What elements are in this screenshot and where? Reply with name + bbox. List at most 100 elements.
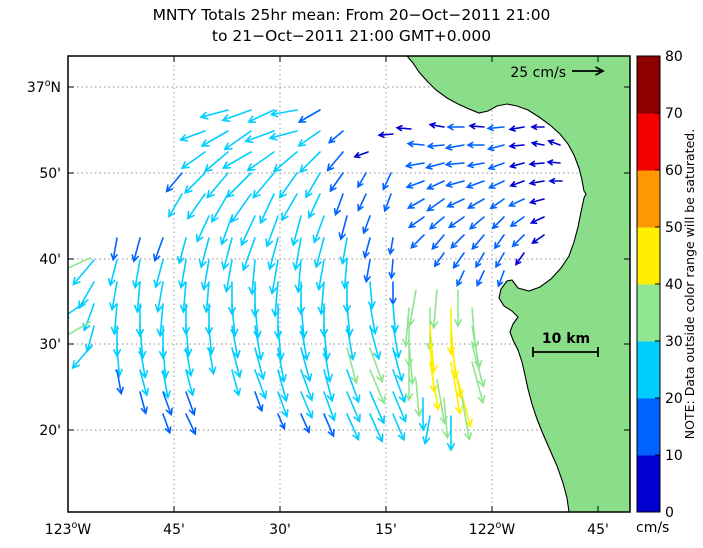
current-vector (446, 415, 456, 452)
colorbar-tick-label: 70 (665, 106, 683, 122)
colorbar-segment (637, 56, 660, 114)
current-vector (353, 151, 369, 159)
colorbar-segment (637, 341, 660, 399)
plot-border (67, 55, 631, 513)
current-vector (277, 391, 289, 419)
current-vector (392, 413, 406, 442)
current-vector (241, 237, 256, 272)
current-vector (323, 391, 337, 422)
current-vector (177, 237, 187, 265)
current-vector (269, 109, 298, 118)
current-vector (431, 234, 445, 251)
current-vector (139, 347, 149, 380)
tick-label: 40' (39, 252, 61, 268)
colorbar-tick-label: 10 (665, 448, 683, 464)
current-vector (468, 123, 485, 130)
current-vector (200, 259, 210, 292)
current-vector (165, 172, 183, 193)
current-vector (131, 237, 141, 263)
colorbar-segment (637, 455, 660, 513)
tick-label: 15' (375, 522, 397, 538)
current-vector (407, 343, 417, 386)
current-vector (382, 172, 392, 191)
current-vector (139, 391, 148, 415)
current-vector (300, 413, 311, 434)
current-vector (471, 361, 486, 405)
current-vector (269, 259, 279, 296)
colorbar-note: NOTE: Data outside color range will be s… (682, 129, 697, 439)
current-vector (410, 234, 425, 249)
current-vector (466, 141, 485, 149)
current-vector (530, 140, 545, 147)
current-vector (223, 130, 252, 151)
current-vector (338, 215, 348, 241)
current-vector (404, 361, 414, 402)
current-vector (231, 347, 243, 379)
current-vector (132, 259, 141, 290)
current-vector (487, 180, 505, 189)
current-vector (357, 193, 367, 212)
current-vector (185, 391, 196, 417)
colorbar-tick-label: 50 (665, 220, 683, 236)
current-vector (323, 369, 335, 403)
current-vector (444, 143, 465, 151)
current-vector (357, 172, 367, 189)
reference-arrow: 25 cm/s (510, 65, 605, 81)
current-vector (369, 369, 386, 405)
colorbar-segment (637, 398, 660, 456)
current-vector (346, 325, 356, 362)
current-vector (265, 215, 279, 248)
current-vector (487, 162, 505, 171)
colorbar-units-label: cm/s (636, 520, 669, 536)
current-vector (461, 397, 473, 442)
colorbar-tick-label: 0 (665, 505, 674, 521)
current-vector (203, 151, 229, 173)
current-vector (426, 180, 445, 190)
current-vector (240, 215, 256, 247)
current-vector (110, 237, 118, 262)
current-vector (307, 193, 321, 220)
current-vector (369, 303, 379, 336)
current-vector (346, 391, 361, 424)
current-vector (221, 237, 233, 271)
current-vector (531, 234, 545, 244)
current-vector (446, 198, 465, 208)
current-vector (254, 369, 268, 400)
current-vector (299, 303, 308, 340)
current-vector (444, 160, 465, 168)
current-vector (312, 215, 325, 244)
current-vector (246, 151, 275, 172)
current-vector (489, 198, 505, 210)
current-vector (108, 259, 118, 287)
tick-label: 45' (163, 522, 185, 538)
current-vector (369, 325, 382, 361)
current-vector (225, 172, 252, 199)
tick-label: 20' (39, 423, 61, 439)
title-line-1: MNTY Totals 25hr mean: From 20−Oct−2011 … (152, 6, 551, 24)
current-vector (259, 193, 275, 225)
current-vector (153, 237, 164, 263)
current-vector (219, 215, 233, 246)
current-vector (278, 172, 298, 199)
current-vector (430, 289, 439, 330)
current-vector (508, 162, 525, 169)
current-vector (254, 347, 266, 381)
current-vector (476, 270, 485, 288)
current-vector (168, 193, 183, 218)
current-vector (486, 124, 505, 132)
current-vector (405, 180, 425, 189)
current-vector (362, 237, 371, 259)
current-vector (185, 413, 197, 436)
current-vector (223, 259, 233, 294)
tick-label: 37oN (27, 78, 61, 96)
current-vector (466, 198, 485, 209)
current-vector (471, 325, 483, 370)
current-vector (429, 361, 442, 411)
current-vector (547, 139, 561, 146)
current-vector (418, 397, 428, 432)
figure-title: MNTY Totals 25hr mean: From 20−Oct−2011 … (0, 5, 703, 47)
current-vectors-layer (68, 109, 563, 452)
current-vector (178, 259, 187, 290)
current-vector (333, 193, 344, 217)
current-vector (221, 109, 252, 123)
